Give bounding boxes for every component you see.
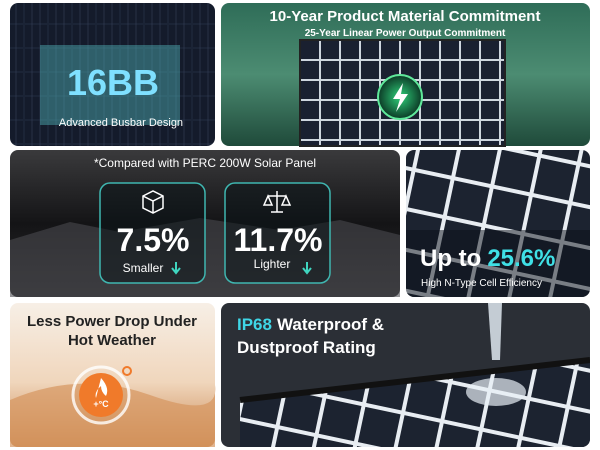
scale-icon [262, 191, 292, 213]
comparison-box [99, 182, 206, 284]
heat-line: Less Power Drop Under [27, 313, 197, 330]
comparison-box [224, 182, 331, 284]
heat-line: Hot Weather [68, 332, 156, 349]
efficiency-caption: High N-Type Cell Efficiency [421, 278, 542, 289]
down-arrow [171, 262, 181, 275]
comparison-note: *Compared with PERC 200W Solar Panel [94, 156, 316, 170]
efficiency-tile [406, 150, 590, 297]
lightning [393, 83, 408, 112]
heat-icon [79, 373, 123, 417]
busbar-caption: Advanced Busbar Design [59, 117, 183, 129]
efficiency-value: 25.6% [487, 245, 555, 272]
comparison-value: 11.7% [234, 222, 323, 258]
efficiency-prefix: Up to [420, 245, 481, 272]
commitment-title: 10-Year Product Material Commitment [270, 8, 541, 25]
commitment-subtitle: 25-Year Linear Power Output Commitment [305, 28, 506, 39]
heat-dot [122, 366, 132, 376]
waterproof-line: IP68 Waterproof & [237, 315, 384, 334]
flame [95, 378, 108, 398]
dunes [10, 383, 216, 447]
efficiency-headline: Up to 25.6% [420, 245, 555, 272]
waterproof-line: Dustproof Rating [237, 338, 376, 357]
waterproof-rating: IP68 [237, 315, 272, 334]
comparison-label: Lighter [254, 257, 291, 271]
busbar-title: 16BB [67, 62, 159, 103]
down-arrow [302, 262, 312, 275]
waterproof-text: Waterproof & [277, 315, 384, 334]
waterproof-tile [221, 303, 590, 447]
heat-ring [71, 365, 131, 425]
comparison-label: Smaller [123, 261, 164, 275]
comparison-value: 7.5% [117, 222, 190, 258]
heat-icon-label: +°C [93, 399, 109, 409]
busbar-tile [10, 3, 215, 146]
cube-icon [142, 190, 164, 214]
